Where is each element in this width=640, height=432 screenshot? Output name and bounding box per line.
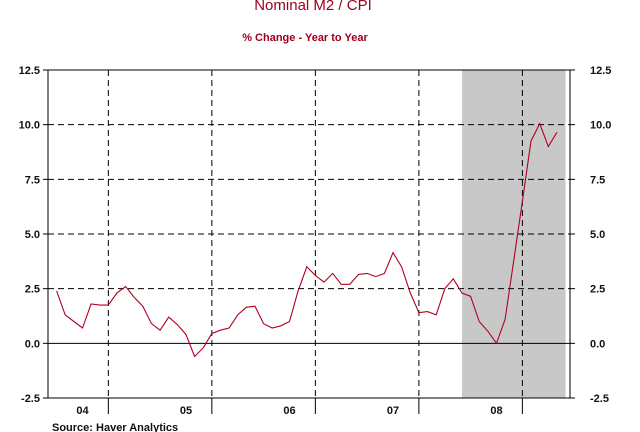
x-axis: 04 05 06 07 08 [76, 398, 523, 417]
y-tick-label-left: -2.5 [21, 393, 40, 405]
x-tick-label: 05 [180, 405, 192, 417]
source-note: Source: Haver Analytics [52, 422, 178, 432]
y-tick-label-left: 12.5 [19, 65, 40, 77]
y-tick-label-right: 7.5 [590, 174, 605, 186]
y-tick-label-right: -2.5 [590, 393, 609, 405]
chart-title: Nominal M2 / CPI [254, 0, 372, 14]
series-line [56, 122, 558, 358]
x-tick-label: 04 [76, 405, 89, 417]
y-tick-label-right: 5.0 [590, 229, 605, 241]
x-tick-label: 06 [283, 405, 295, 417]
grid-layer [48, 70, 570, 398]
y-tick-label-left: 0.0 [25, 338, 40, 350]
y-tick-label-left: 7.5 [25, 174, 40, 186]
y-axis-right: 12.5 10.0 7.5 5.0 2.5 0.0 -2.5 [570, 65, 611, 405]
y-tick-label-left: 5.0 [25, 229, 40, 241]
x-tick-label: 07 [387, 405, 399, 417]
chart-subtitle: % Change - Year to Year [242, 32, 368, 44]
y-tick-label-right: 0.0 [590, 338, 605, 350]
line-layer [56, 122, 558, 358]
y-tick-label-left: 10.0 [19, 120, 40, 132]
x-tick-label: 08 [490, 405, 502, 417]
y-tick-label-right: 2.5 [590, 284, 605, 296]
y-tick-label-right: 12.5 [590, 65, 611, 77]
y-axis-left: 12.5 10.0 7.5 5.0 2.5 0.0 -2.5 [19, 65, 48, 405]
y-tick-label-right: 10.0 [590, 120, 611, 132]
y-tick-label-left: 2.5 [25, 284, 40, 296]
